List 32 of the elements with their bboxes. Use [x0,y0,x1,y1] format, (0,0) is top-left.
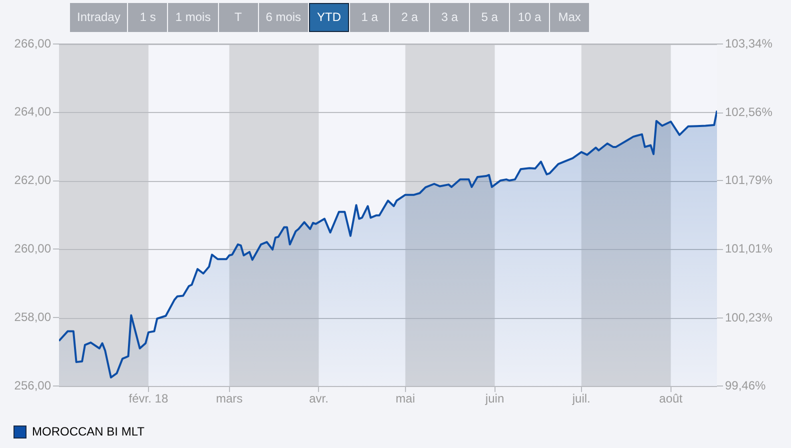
x-tick-label: mars [216,392,243,406]
text: 1 mois [168,3,218,32]
y-tick-label: 266,00 [14,36,52,50]
legend-label: MOROCCAN BI MLT [32,424,146,438]
text: 2 a [390,3,430,32]
x-tick-label: juil. [571,392,590,406]
y2-tick-label: 99,46% [725,378,766,392]
y-tick-label: 256,00 [14,378,52,392]
x-tick-label: févr. 18 [128,392,168,406]
y-tick-label: 264,00 [14,104,52,119]
y-tick-label: 260,00 [14,242,52,256]
x-tick-label: mai [396,392,415,406]
y-tick-label: 262,00 [14,173,52,188]
x-tick-label: avr. [309,392,328,406]
text: Intraday [70,3,128,32]
text: T [218,3,258,32]
text: 1 a [350,3,390,32]
text: 6 mois [258,3,308,32]
text: 10 a [510,3,550,32]
y-tick-label: 258,00 [14,310,52,324]
text: 3 a [430,3,470,32]
text: 1 s [128,3,168,32]
y2-tick-label: 101,79% [725,172,773,187]
text: 5 a [470,3,510,32]
text: Max [550,3,590,32]
text: YTD [309,3,350,32]
x-tick-label: juin [484,392,504,406]
y2-tick-label: 100,23% [725,310,773,324]
y2-tick-label: 101,01% [725,242,773,256]
y2-tick-label: 103,34% [725,36,773,50]
y2-tick-label: 102,56% [725,105,773,120]
x-tick-label: août [659,392,684,406]
